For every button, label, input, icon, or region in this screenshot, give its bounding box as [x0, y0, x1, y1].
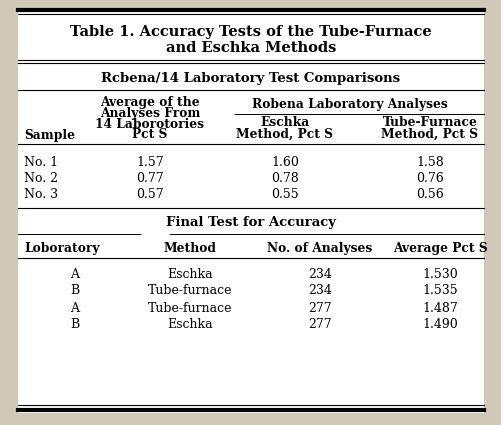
Text: 0.56: 0.56 — [415, 187, 443, 201]
Text: 0.55: 0.55 — [271, 187, 298, 201]
Text: 1.58: 1.58 — [415, 156, 443, 168]
Text: Tube-Furnace: Tube-Furnace — [382, 116, 476, 128]
Text: 1.530: 1.530 — [421, 267, 457, 280]
Text: and Eschka Methods: and Eschka Methods — [165, 41, 336, 55]
Text: Eschka: Eschka — [167, 267, 212, 280]
Text: 1.57: 1.57 — [136, 156, 163, 168]
Text: Method, Pct S: Method, Pct S — [236, 128, 333, 141]
Text: B: B — [70, 284, 80, 297]
Text: Robena Laboratory Analyses: Robena Laboratory Analyses — [252, 97, 447, 110]
Text: A: A — [70, 301, 79, 314]
Text: 0.77: 0.77 — [136, 172, 163, 184]
Text: B: B — [70, 318, 80, 332]
Text: 1.487: 1.487 — [421, 301, 457, 314]
Text: 277: 277 — [308, 301, 331, 314]
Text: Method: Method — [163, 241, 216, 255]
Text: 277: 277 — [308, 318, 331, 332]
Text: Sample: Sample — [24, 128, 75, 142]
Text: Final Test for Accuracy: Final Test for Accuracy — [166, 215, 335, 229]
Text: A: A — [70, 267, 79, 280]
Text: 0.76: 0.76 — [415, 172, 443, 184]
Text: Tube-furnace: Tube-furnace — [147, 301, 232, 314]
Text: Rcbena/14 Laboratory Test Comparisons: Rcbena/14 Laboratory Test Comparisons — [101, 71, 400, 85]
Text: 14 Laborotories: 14 Laborotories — [95, 117, 204, 130]
Text: 1.60: 1.60 — [271, 156, 298, 168]
Text: No. 3: No. 3 — [24, 187, 58, 201]
Text: No. of Analyses: No. of Analyses — [267, 241, 372, 255]
Text: Pct S: Pct S — [132, 128, 167, 142]
Text: Eschka: Eschka — [167, 318, 212, 332]
Text: Analyses From: Analyses From — [100, 107, 200, 119]
Text: Table 1. Accuracy Tests of the Tube-Furnace: Table 1. Accuracy Tests of the Tube-Furn… — [70, 25, 431, 39]
Text: 1.490: 1.490 — [421, 318, 457, 332]
Text: No. 2: No. 2 — [24, 172, 58, 184]
Text: 0.78: 0.78 — [271, 172, 298, 184]
Text: Average Pct S: Average Pct S — [392, 241, 486, 255]
Text: Loboratory: Loboratory — [24, 241, 99, 255]
Text: 234: 234 — [308, 267, 331, 280]
Text: Tube-furnace: Tube-furnace — [147, 284, 232, 297]
Text: Average of the: Average of the — [100, 96, 199, 108]
Text: Eschka: Eschka — [260, 116, 309, 128]
Text: 234: 234 — [308, 284, 331, 297]
Text: Method, Pct S: Method, Pct S — [381, 128, 477, 141]
Text: 0.57: 0.57 — [136, 187, 163, 201]
Text: No. 1: No. 1 — [24, 156, 58, 168]
Text: 1.535: 1.535 — [421, 284, 457, 297]
